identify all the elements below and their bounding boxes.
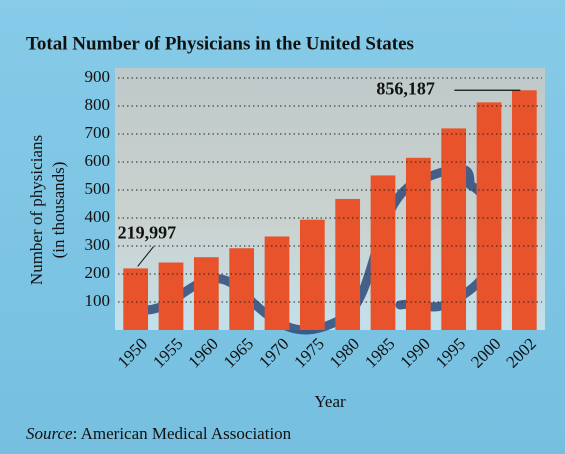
y-axis-label: (in thousands) xyxy=(49,162,68,259)
bar xyxy=(511,90,537,330)
leader-line xyxy=(137,246,155,267)
bar xyxy=(370,175,396,330)
y-tick-label: 800 xyxy=(85,95,111,114)
bar xyxy=(405,157,431,330)
chart-title: Total Number of Physicians in the United… xyxy=(26,33,414,54)
value-label: 856,187 xyxy=(376,78,435,98)
bar xyxy=(158,262,184,330)
y-tick-label: 100 xyxy=(85,291,111,310)
bar xyxy=(299,219,325,330)
bar xyxy=(441,128,467,330)
bar xyxy=(123,268,149,330)
y-tick-label: 400 xyxy=(85,207,111,226)
source: Source: American Medical Association xyxy=(26,424,292,443)
x-axis-label: Year xyxy=(314,392,346,411)
bar xyxy=(193,257,219,330)
y-tick-label: 600 xyxy=(85,151,111,170)
y-tick-label: 300 xyxy=(85,235,111,254)
bar xyxy=(264,236,290,330)
source-prefix: Source xyxy=(26,424,73,443)
value-label: 219,997 xyxy=(118,223,176,243)
y-tick-label: 200 xyxy=(85,263,111,282)
y-axis-label: Number of physicians xyxy=(27,135,46,285)
bar xyxy=(476,102,502,330)
source-text: : American Medical Association xyxy=(73,424,292,443)
bar xyxy=(335,198,361,330)
y-tick-label: 700 xyxy=(85,123,111,142)
y-tick-label: 900 xyxy=(85,67,111,86)
bar xyxy=(229,248,255,330)
y-tick-label: 500 xyxy=(85,179,111,198)
